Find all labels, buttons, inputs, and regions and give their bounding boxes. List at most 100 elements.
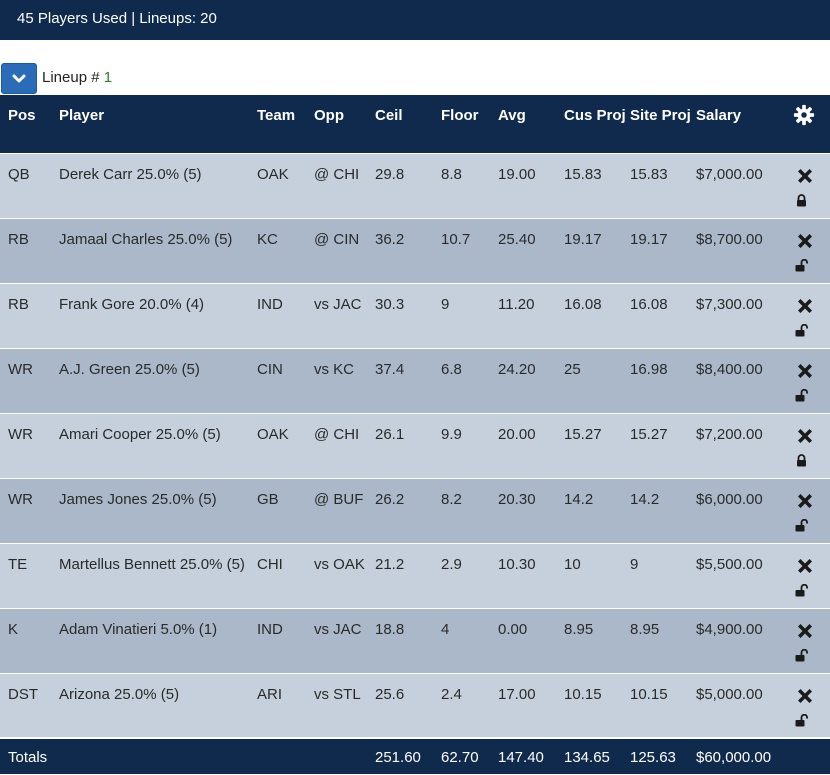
cell-avg: 20.00: [498, 412, 564, 478]
cell-cus-proj: 16.08: [564, 282, 630, 348]
cell-cus-proj: 15.27: [564, 412, 630, 478]
cell-site-proj: 10.15: [630, 672, 696, 738]
cell-pos: RB: [0, 282, 59, 348]
cell-player: Jamaal Charles 25.0% (5): [59, 217, 257, 283]
cell-team: IND: [257, 607, 314, 673]
cell-player: A.J. Green 25.0% (5): [59, 347, 257, 413]
lineup-table: Pos Player Team Opp Ceil Floor Avg Cus P…: [0, 95, 830, 774]
cell-floor: 10.7: [441, 217, 498, 283]
cell-avg: 17.00: [498, 672, 564, 738]
table-header-row: Pos Player Team Opp Ceil Floor Avg Cus P…: [0, 95, 830, 153]
cell-player: Arizona 25.0% (5): [59, 672, 257, 738]
cell-opp: @ CIN: [314, 217, 375, 283]
column-header-settings: [792, 95, 830, 153]
table-row: QB Derek Carr 25.0% (5) OAK @ CHI 29.8 8.8 19.…: [0, 152, 830, 218]
cell-salary: $7,000.00: [696, 152, 792, 218]
cell-player: Martellus Bennett 25.0% (5): [59, 542, 257, 608]
cell-pos: TE: [0, 542, 59, 608]
table-row: RB Jamaal Charles 25.0% (5) KC @ CIN 36.2 10.…: [0, 217, 830, 283]
table-row: TE Martellus Bennett 25.0% (5) CHI vs OAK 21…: [0, 542, 830, 608]
lineup-selector: Lineup # 1: [0, 62, 830, 95]
cell-site-proj: 9: [630, 542, 696, 608]
table-row: WR A.J. Green 25.0% (5) CIN vs KC 37.4 6.8 24.…: [0, 347, 830, 413]
cell-opp: @ CHI: [314, 152, 375, 218]
cell-team: CHI: [257, 542, 314, 608]
totals-avg: 147.40: [498, 737, 564, 774]
close-icon[interactable]: [795, 361, 815, 381]
cell-cus-proj: 14.2: [564, 477, 630, 543]
cell-ceil: 36.2: [375, 217, 441, 283]
cell-avg: 20.30: [498, 477, 564, 543]
close-icon[interactable]: [795, 686, 815, 706]
cell-salary: $5,000.00: [696, 672, 792, 738]
close-icon[interactable]: [795, 491, 815, 511]
cell-actions: [792, 542, 830, 608]
table-row: DST Arizona 25.0% (5) ARI vs STL 25.6 2.4 17.0…: [0, 672, 830, 738]
lineup-toggle-button[interactable]: [1, 63, 37, 94]
column-header-player[interactable]: Player: [59, 95, 257, 153]
column-header-site-proj[interactable]: Site Proj: [630, 95, 696, 153]
cell-pos: K: [0, 607, 59, 673]
close-icon[interactable]: [795, 166, 815, 186]
cell-site-proj: 15.27: [630, 412, 696, 478]
cell-ceil: 26.2: [375, 477, 441, 543]
cell-team: CIN: [257, 347, 314, 413]
cell-avg: 11.20: [498, 282, 564, 348]
unlock-icon[interactable]: [795, 648, 808, 662]
column-header-avg[interactable]: Avg: [498, 95, 564, 153]
cell-site-proj: 19.17: [630, 217, 696, 283]
unlock-icon[interactable]: [795, 388, 808, 402]
lock-icon[interactable]: [795, 193, 808, 207]
cell-site-proj: 16.98: [630, 347, 696, 413]
cell-cus-proj: 10.15: [564, 672, 630, 738]
cell-pos: QB: [0, 152, 59, 218]
unlock-icon[interactable]: [795, 323, 808, 337]
cell-pos: WR: [0, 477, 59, 543]
totals-cus-proj: 134.65: [564, 737, 630, 774]
table-row: WR James Jones 25.0% (5) GB @ BUF 26.2 8.2 20.…: [0, 477, 830, 543]
lineup-number: 1: [103, 69, 113, 86]
close-icon[interactable]: [795, 296, 815, 316]
cell-cus-proj: 15.83: [564, 152, 630, 218]
lineup-label: Lineup # 1: [42, 69, 112, 86]
cell-floor: 8.2: [441, 477, 498, 543]
unlock-icon[interactable]: [795, 518, 808, 532]
cell-avg: 19.00: [498, 152, 564, 218]
table-row: WR Amari Cooper 25.0% (5) OAK @ CHI 26.1 9.9 2…: [0, 412, 830, 478]
lock-icon[interactable]: [795, 453, 808, 467]
unlock-icon[interactable]: [795, 258, 808, 272]
cell-salary: $4,900.00: [696, 607, 792, 673]
cell-cus-proj: 25: [564, 347, 630, 413]
cell-actions: [792, 217, 830, 283]
close-icon[interactable]: [795, 556, 815, 576]
close-icon[interactable]: [795, 621, 815, 641]
column-header-pos[interactable]: Pos: [0, 95, 59, 153]
cell-ceil: 21.2: [375, 542, 441, 608]
column-header-salary[interactable]: Salary: [696, 95, 792, 153]
column-header-cus-proj[interactable]: Cus Proj: [564, 95, 630, 153]
column-header-opp[interactable]: Opp: [314, 95, 375, 153]
cell-pos: WR: [0, 412, 59, 478]
cell-actions: [792, 282, 830, 348]
unlock-icon[interactable]: [795, 583, 808, 597]
cell-ceil: 26.1: [375, 412, 441, 478]
unlock-icon[interactable]: [795, 713, 808, 727]
cell-player: Derek Carr 25.0% (5): [59, 152, 257, 218]
players-used-summary: 45 Players Used | Lineups: 20: [17, 10, 217, 27]
cell-salary: $7,200.00: [696, 412, 792, 478]
cell-site-proj: 16.08: [630, 282, 696, 348]
gear-icon[interactable]: [793, 104, 815, 126]
cell-opp: vs KC: [314, 347, 375, 413]
cell-ceil: 30.3: [375, 282, 441, 348]
cell-avg: 0.00: [498, 607, 564, 673]
cell-floor: 8.8: [441, 152, 498, 218]
column-header-floor[interactable]: Floor: [441, 95, 498, 153]
table-row: RB Frank Gore 20.0% (4) IND vs JAC 30.3 9 11.2…: [0, 282, 830, 348]
cell-team: GB: [257, 477, 314, 543]
cell-floor: 2.9: [441, 542, 498, 608]
cell-opp: @ BUF: [314, 477, 375, 543]
close-icon[interactable]: [795, 426, 815, 446]
close-icon[interactable]: [795, 231, 815, 251]
column-header-ceil[interactable]: Ceil: [375, 95, 441, 153]
column-header-team[interactable]: Team: [257, 95, 314, 153]
